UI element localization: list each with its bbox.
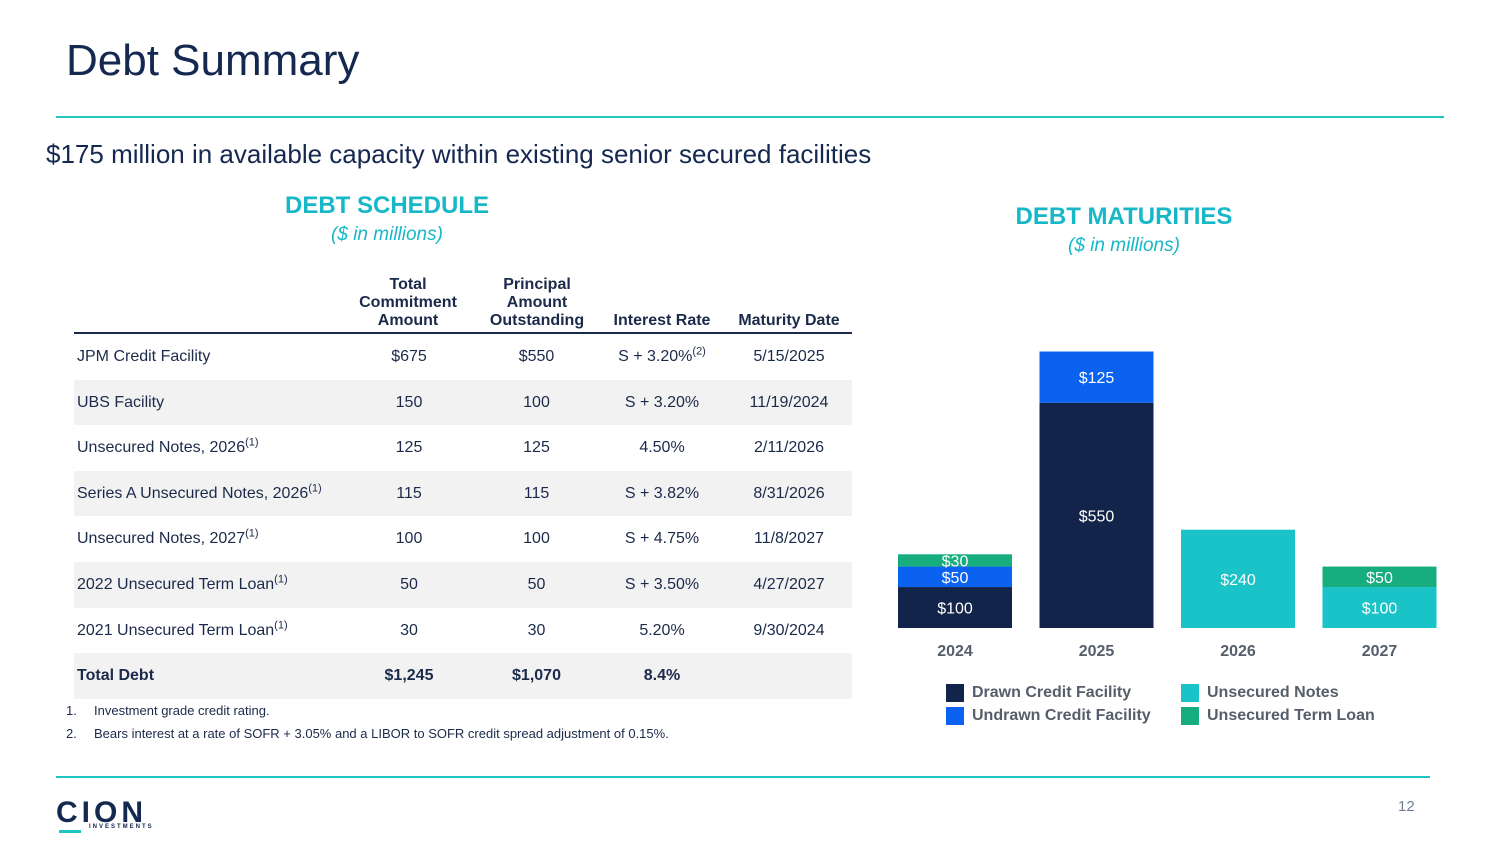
x-tick-label: 2024 bbox=[937, 643, 973, 660]
debt-maturities-units: ($ in millions) bbox=[1068, 235, 1180, 256]
logo-accent-bar bbox=[59, 830, 81, 833]
row-rate: S + 4.75% bbox=[624, 530, 700, 548]
data-label: $100 bbox=[1362, 601, 1398, 618]
total-maturity bbox=[729, 653, 849, 699]
row-name: 2022 Unsecured Term Loan(1) bbox=[77, 573, 288, 593]
logo-wordmark: CION bbox=[56, 796, 147, 829]
header-interest-rate: Interest Rate bbox=[613, 312, 711, 329]
row-principal: 115 bbox=[523, 484, 550, 502]
row-rate: 4.50% bbox=[639, 439, 685, 457]
data-label: $50 bbox=[1366, 570, 1393, 587]
page-subtitle: $175 million in available capacity withi… bbox=[46, 139, 872, 169]
data-label: $100 bbox=[937, 601, 973, 618]
table-total-row: Total Debt $1,245 $1,070 8.4% bbox=[74, 653, 852, 699]
table-row: Series A Unsecured Notes, 2026(1) 115 115 S… bbox=[74, 470, 852, 517]
row-name: Unsecured Notes, 2027(1) bbox=[77, 528, 259, 548]
row-name: JPM Credit Facility bbox=[77, 348, 211, 365]
debt-schedule-units: ($ in millions) bbox=[331, 224, 443, 245]
debt-schedule-table: Total Commitment Amount Principal Amount… bbox=[74, 272, 852, 699]
header-maturity-date: Maturity Date bbox=[738, 312, 840, 329]
row-commitment: 50 bbox=[400, 575, 418, 593]
total-rate: 8.4% bbox=[643, 667, 681, 685]
row-commitment: 100 bbox=[395, 530, 423, 548]
row-maturity: 9/30/2024 bbox=[753, 621, 825, 639]
page-title: Debt Summary bbox=[66, 36, 360, 85]
logo-subtext: INVESTMENTS bbox=[89, 824, 154, 830]
row-name: Series A Unsecured Notes, 2026(1) bbox=[77, 482, 322, 502]
data-label: $550 bbox=[1079, 508, 1115, 525]
x-tick-label: 2025 bbox=[1079, 643, 1115, 660]
row-commitment: 150 bbox=[395, 393, 423, 411]
table-header: Total Commitment Amount Principal Amount… bbox=[74, 272, 852, 334]
row-maturity: 11/19/2024 bbox=[749, 393, 829, 411]
row-principal: $550 bbox=[518, 348, 555, 365]
bar-undrawn-credit-facility-2024 bbox=[898, 566, 1012, 588]
row-rate: S + 3.20% bbox=[624, 393, 700, 411]
row-principal: 125 bbox=[523, 439, 550, 457]
row-maturity: 11/8/2027 bbox=[754, 530, 824, 548]
row-maturity: 8/31/2026 bbox=[753, 484, 825, 502]
bar-drawn-credit-facility-2025 bbox=[1039, 402, 1154, 628]
total-commitment: $1,245 bbox=[384, 667, 434, 685]
debt-schedule-heading: DEBT SCHEDULE bbox=[284, 192, 489, 219]
data-label: $30 bbox=[942, 553, 969, 570]
bar-unsecured-notes-2027 bbox=[1322, 587, 1437, 628]
row-rate: 5.20% bbox=[639, 621, 685, 639]
row-commitment: 115 bbox=[396, 484, 422, 502]
page-number: 12 bbox=[1398, 798, 1415, 815]
row-maturity: 4/27/2027 bbox=[753, 575, 825, 593]
data-label: $125 bbox=[1079, 370, 1115, 387]
row-maturity: 2/11/2026 bbox=[754, 439, 824, 457]
data-label: $240 bbox=[1220, 572, 1256, 589]
row-rate: S + 3.50% bbox=[624, 575, 700, 593]
row-rate: S + 3.20%(2) bbox=[618, 345, 706, 365]
table-row: UBS Facility 150 100 S + 3.20% 11/19/2024 bbox=[74, 379, 852, 426]
row-rate: S + 3.82% bbox=[624, 484, 700, 502]
bottom-divider bbox=[56, 776, 1430, 778]
row-principal: 100 bbox=[523, 393, 550, 411]
row-maturity: 5/15/2025 bbox=[753, 348, 825, 365]
row-name: UBS Facility bbox=[77, 393, 165, 411]
row-name: 2021 Unsecured Term Loan(1) bbox=[77, 619, 288, 639]
cion-logo: CION INVESTMENTS bbox=[56, 796, 166, 836]
bar-unsecured-notes-2026 bbox=[1181, 529, 1295, 628]
debt-maturities-heading: DEBT MATURITIES bbox=[1015, 203, 1233, 230]
row-commitment: 125 bbox=[395, 439, 423, 457]
header-total-commitment: Total Commitment Amount bbox=[359, 276, 457, 329]
x-tick-label: 2027 bbox=[1362, 643, 1398, 660]
top-divider bbox=[56, 116, 1444, 118]
data-label: $50 bbox=[942, 570, 969, 587]
table-body: JPM Credit Facility $675 $550 S + 3.20%(2) 5… bbox=[74, 334, 852, 653]
bar-unsecured-term-loan-2027 bbox=[1322, 566, 1437, 588]
table-row: 2021 Unsecured Term Loan(1) 30 30 5.20% 9/30… bbox=[74, 608, 852, 654]
bar-unsecured-term-loan-2024 bbox=[898, 554, 1012, 567]
bar-drawn-credit-facility-2024 bbox=[898, 587, 1012, 628]
total-principal: $1,070 bbox=[512, 667, 561, 685]
total-label: Total Debt bbox=[77, 667, 155, 685]
row-commitment: 30 bbox=[400, 621, 418, 639]
row-name: Unsecured Notes, 2026(1) bbox=[77, 436, 259, 457]
table-row: JPM Credit Facility $675 $550 S + 3.20%(2) 5… bbox=[74, 334, 852, 380]
row-commitment: $675 bbox=[391, 348, 427, 365]
table-row: Unsecured Notes, 2027(1) 100 100 S + 4.75% 1… bbox=[74, 516, 852, 562]
bar-undrawn-credit-facility-2025 bbox=[1039, 351, 1154, 403]
row-principal: 30 bbox=[527, 621, 546, 639]
header-principal: Principal Amount Outstanding bbox=[489, 276, 585, 329]
x-tick-label: 2026 bbox=[1220, 643, 1256, 660]
debt-maturities-chart: $100$50$302024$550$1252025$2402026$100$5… bbox=[898, 351, 1437, 660]
row-principal: 50 bbox=[527, 575, 546, 593]
table-row: Unsecured Notes, 2026(1) 125 125 4.50% 2/11/… bbox=[74, 425, 852, 471]
row-principal: 100 bbox=[523, 530, 550, 548]
table-row: 2022 Unsecured Term Loan(1) 50 50 S + 3.50%… bbox=[74, 561, 852, 608]
